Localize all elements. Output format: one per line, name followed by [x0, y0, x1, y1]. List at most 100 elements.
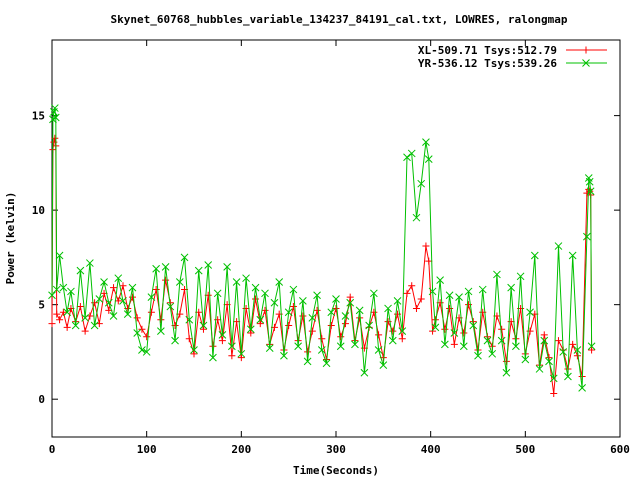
data-point	[81, 327, 89, 335]
data-point	[237, 349, 246, 358]
data-point	[469, 321, 478, 330]
data-point	[460, 329, 468, 337]
data-point	[152, 286, 160, 294]
data-point	[554, 242, 563, 250]
data-point	[355, 306, 364, 315]
data-point	[285, 321, 293, 329]
data-point	[86, 259, 94, 267]
data-point	[478, 285, 487, 294]
data-point	[251, 283, 260, 292]
data-point	[441, 325, 449, 333]
data-point	[275, 278, 284, 286]
data-point	[313, 306, 321, 314]
series-layer	[48, 104, 596, 398]
data-point	[223, 263, 231, 271]
data-point	[199, 325, 207, 333]
data-point	[507, 283, 515, 292]
data-point	[147, 293, 156, 301]
data-point	[218, 331, 227, 339]
data-point	[585, 177, 594, 186]
data-point	[284, 308, 293, 317]
plot-frame	[51, 39, 621, 438]
chart-title: Skynet_60768_hubbles_variable_134237_841…	[111, 13, 568, 26]
data-point	[232, 278, 241, 286]
data-point	[128, 283, 137, 292]
data-point	[549, 374, 558, 383]
data-point	[502, 368, 511, 377]
data-point	[554, 337, 562, 345]
data-point	[152, 264, 160, 273]
data-point	[493, 270, 501, 279]
data-point	[498, 325, 506, 333]
data-point	[51, 113, 60, 122]
data-point	[346, 293, 354, 301]
data-point	[247, 329, 255, 337]
data-point	[436, 276, 444, 284]
data-point	[114, 274, 123, 283]
data-point	[403, 153, 411, 162]
data-point	[450, 340, 458, 348]
data-point	[424, 155, 433, 163]
data-point	[204, 261, 213, 269]
data-point	[185, 315, 194, 324]
data-point	[483, 336, 492, 345]
data-point	[526, 308, 534, 317]
data-point	[162, 276, 170, 284]
data-point	[171, 336, 179, 345]
data-point	[403, 289, 411, 297]
data-point	[408, 282, 416, 290]
data-point	[308, 327, 316, 335]
data-point	[393, 297, 402, 305]
data-point	[228, 352, 236, 360]
data-point	[370, 289, 378, 298]
legend-label: XL-509.71 Tsys:512.79	[418, 44, 557, 57]
data-point	[91, 299, 99, 307]
data-point	[100, 278, 108, 286]
data-point	[289, 285, 298, 294]
data-point	[304, 348, 312, 356]
x-tick-label: 0	[49, 443, 56, 456]
data-point	[412, 213, 421, 222]
data-point	[313, 291, 321, 300]
data-point	[412, 304, 420, 312]
data-point	[138, 325, 146, 333]
data-point	[48, 320, 56, 328]
data-point	[341, 312, 350, 320]
data-point	[360, 368, 369, 377]
data-point	[76, 266, 85, 275]
data-point	[417, 295, 425, 303]
data-point	[346, 298, 355, 307]
data-point	[318, 335, 326, 343]
series-line	[51, 107, 593, 388]
data-point	[351, 340, 359, 349]
y-tick-label: 0	[38, 393, 45, 406]
data-point	[322, 359, 331, 368]
data-point	[265, 344, 274, 353]
x-tick-label: 200	[231, 443, 251, 456]
data-point	[327, 321, 335, 329]
y-tick-label: 10	[32, 204, 45, 217]
data-point	[535, 365, 544, 373]
data-point	[450, 329, 459, 337]
data-point	[384, 304, 392, 313]
data-point	[365, 321, 373, 330]
data-point	[303, 357, 312, 366]
x-tick-label: 600	[610, 443, 630, 456]
data-point	[564, 372, 572, 381]
data-point	[119, 297, 127, 305]
data-point	[252, 295, 260, 303]
data-point	[67, 287, 75, 296]
data-point	[138, 346, 146, 354]
data-point	[261, 306, 269, 314]
data-point	[474, 351, 482, 360]
data-point	[289, 303, 297, 311]
data-point	[464, 287, 473, 296]
data-point	[185, 335, 193, 343]
data-point	[336, 342, 345, 351]
data-point	[157, 327, 165, 335]
data-point	[48, 291, 56, 300]
data-point	[586, 187, 594, 195]
data-point	[142, 348, 151, 356]
legend-label: YR-536.12 Tsys:539.26	[418, 57, 557, 70]
